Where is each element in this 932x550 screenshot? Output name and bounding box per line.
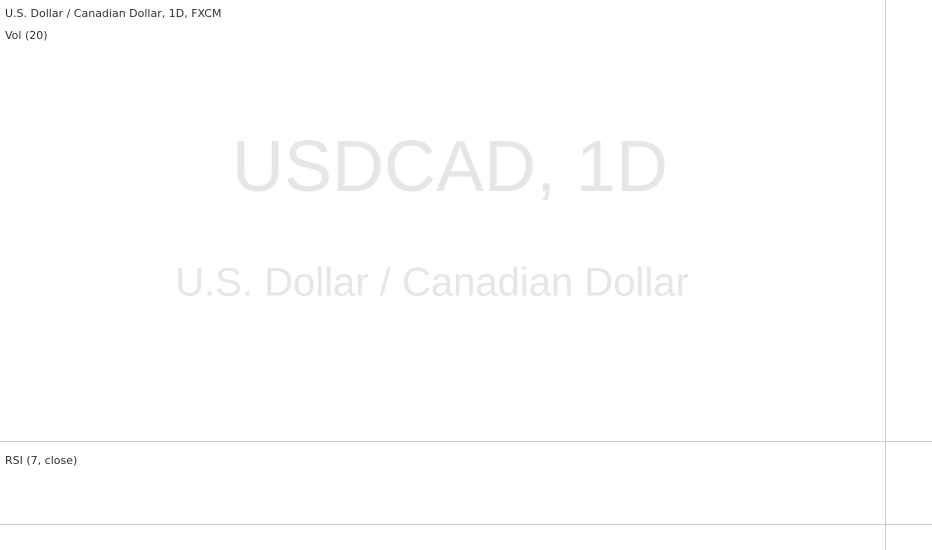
rsi-label: RSI (7, close) [5,454,77,467]
volume-label: Vol (20) [5,29,48,42]
watermark-subtitle: U.S. Dollar / Canadian Dollar [175,261,689,305]
chart-title: U.S. Dollar / Canadian Dollar, 1D, FXCM [5,7,221,20]
watermark: USDCAD, 1D [232,127,668,207]
